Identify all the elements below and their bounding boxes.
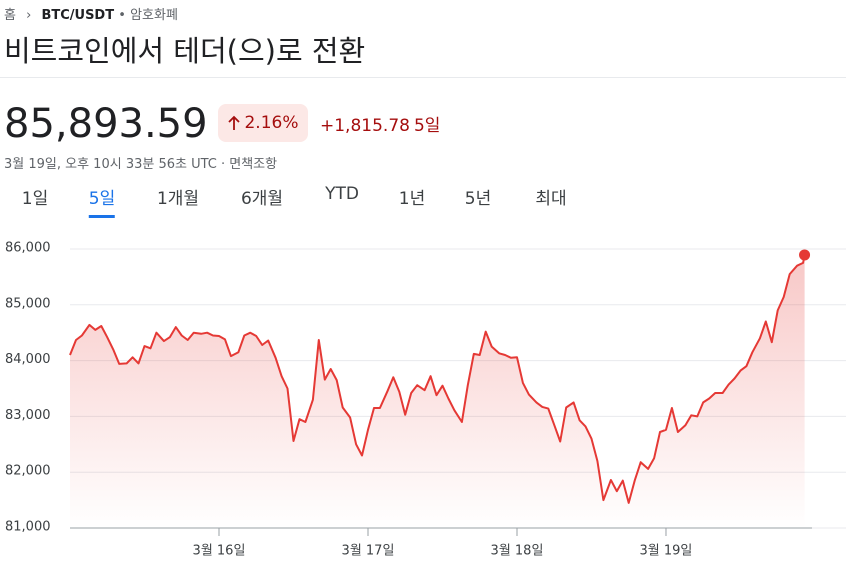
timestamp-line: 3월 19일, 오후 10시 33분 56초 UTC · 면책조항 bbox=[4, 157, 278, 172]
y-tick-label: 83,000 bbox=[5, 408, 51, 423]
y-tick-label: 82,000 bbox=[5, 464, 51, 479]
end-point bbox=[799, 249, 811, 261]
change-absolute-group: +1,815.78 5일 bbox=[320, 111, 440, 136]
range-tab[interactable]: 6개월 bbox=[240, 189, 284, 209]
range-tab[interactable]: 1일 bbox=[21, 189, 49, 209]
breadcrumb-home[interactable]: 홈 bbox=[4, 8, 16, 23]
disclaimer-link[interactable]: 면책조항 bbox=[229, 157, 278, 172]
up-arrow bbox=[228, 115, 241, 130]
x-tick-label: 3월 19일 bbox=[640, 544, 693, 559]
area-fill bbox=[70, 254, 805, 528]
change-absolute: +1,815.78 bbox=[320, 116, 410, 136]
range-tab[interactable]: 최대 bbox=[535, 189, 567, 209]
y-tick-label: 81,000 bbox=[5, 520, 51, 535]
breadcrumb: 홈 › BTC/USDT • 암호화폐 bbox=[4, 8, 178, 23]
breadcrumb-symbol: BTC/USDT bbox=[41, 8, 115, 23]
range-tab[interactable]: YTD bbox=[325, 184, 359, 204]
timestamp: 3월 19일, 오후 10시 33분 56초 UTC bbox=[4, 157, 217, 172]
breadcrumb-category[interactable]: 암호화폐 bbox=[130, 8, 178, 23]
range-tab[interactable]: 1개월 bbox=[156, 189, 200, 209]
x-tick-label: 3월 16일 bbox=[193, 544, 246, 559]
y-tick-label: 85,000 bbox=[5, 296, 51, 311]
range-tab[interactable]: 1년 bbox=[398, 189, 426, 209]
price-line bbox=[69, 254, 806, 504]
y-tick-label: 84,000 bbox=[5, 352, 51, 367]
x-tick-label: 3월 17일 bbox=[342, 544, 395, 559]
range-tab[interactable]: 5년 bbox=[464, 189, 492, 209]
price: 85,893.59 bbox=[4, 101, 208, 147]
x-tick-label: 3월 18일 bbox=[491, 544, 544, 559]
change-percent: 2.16% bbox=[244, 113, 299, 133]
change-period: 5일 bbox=[413, 116, 441, 136]
change-badge: 2.16% bbox=[218, 104, 308, 142]
page-title: 비트코인에서 테더(으)로 전환 bbox=[4, 34, 366, 68]
range-tab[interactable]: 5일 bbox=[88, 184, 116, 218]
y-tick-label: 86,000 bbox=[5, 241, 51, 256]
separator bbox=[0, 77, 846, 78]
